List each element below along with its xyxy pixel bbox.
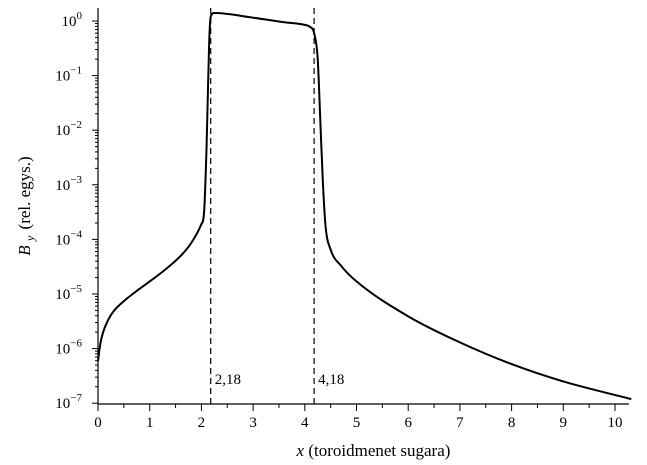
y-tick-label-exponent: −4: [70, 228, 82, 240]
y-tick-label-base: 10: [55, 123, 70, 139]
y-tick-label: 10−5: [55, 283, 82, 303]
y-tick-label: 100: [62, 10, 83, 30]
x-tick-label: 0: [94, 415, 102, 431]
y-axis-title: B y (rel. egys.): [15, 156, 38, 255]
y-axis-title-text: (rel. egys.): [15, 156, 34, 229]
y-tick-label-exponent: −5: [70, 283, 82, 295]
y-tick-label-exponent: −2: [70, 119, 82, 131]
x-tick-label: 3: [249, 415, 257, 431]
x-tick-label: 4: [301, 415, 309, 431]
x-tick-label: 7: [456, 415, 464, 431]
y-tick-label-base: 10: [55, 232, 70, 248]
y-tick-label-base: 10: [55, 342, 70, 358]
x-tick-label: 2: [198, 415, 206, 431]
y-tick-label-exponent: −1: [70, 65, 82, 77]
x-axis-title-text: (toroidmenet sugara): [308, 441, 450, 460]
vertical-marker-label: 2,18: [215, 372, 241, 388]
x-tick-label: 8: [508, 415, 516, 431]
vertical-marker-label: 4,18: [318, 372, 344, 388]
x-tick-label: 1: [146, 415, 154, 431]
x-axis-title: x (toroidmenet sugara): [296, 441, 451, 460]
y-tick-label: 10−6: [55, 338, 82, 358]
y-tick-label: 10−1: [55, 65, 82, 85]
y-tick-label: 10−4: [55, 228, 82, 248]
y-tick-label-base: 10: [55, 178, 70, 194]
series-line: [97, 12, 632, 400]
x-axis-variable: x: [296, 441, 305, 460]
y-tick-label-exponent: −7: [70, 392, 82, 404]
y-axis-variable: B: [15, 245, 34, 256]
y-tick-label: 10−2: [55, 119, 82, 139]
y-tick-label-base: 10: [55, 69, 70, 85]
y-tick-label: 10−7: [55, 392, 82, 412]
x-tick-label: 6: [404, 415, 412, 431]
y-tick-label-exponent: −3: [70, 174, 82, 186]
y-axis-variable-subscript: y: [23, 235, 37, 242]
vertical-markers: 2,18 4,18: [210, 8, 344, 404]
x-axis-ticks: 0 1 2 3 4 5 6 7 8 9 10: [94, 404, 623, 431]
y-tick-label-base: 10: [55, 287, 70, 303]
x-tick-label: 10: [608, 415, 623, 431]
y-tick-label: 10−3: [55, 174, 82, 194]
y-tick-label-base: 10: [55, 396, 70, 412]
y-tick-label-base: 10: [62, 14, 77, 30]
y-tick-label-exponent: 0: [77, 10, 83, 22]
x-tick-label: 5: [353, 415, 361, 431]
x-tick-label: 9: [560, 415, 568, 431]
y-tick-label-exponent: −6: [70, 338, 82, 350]
